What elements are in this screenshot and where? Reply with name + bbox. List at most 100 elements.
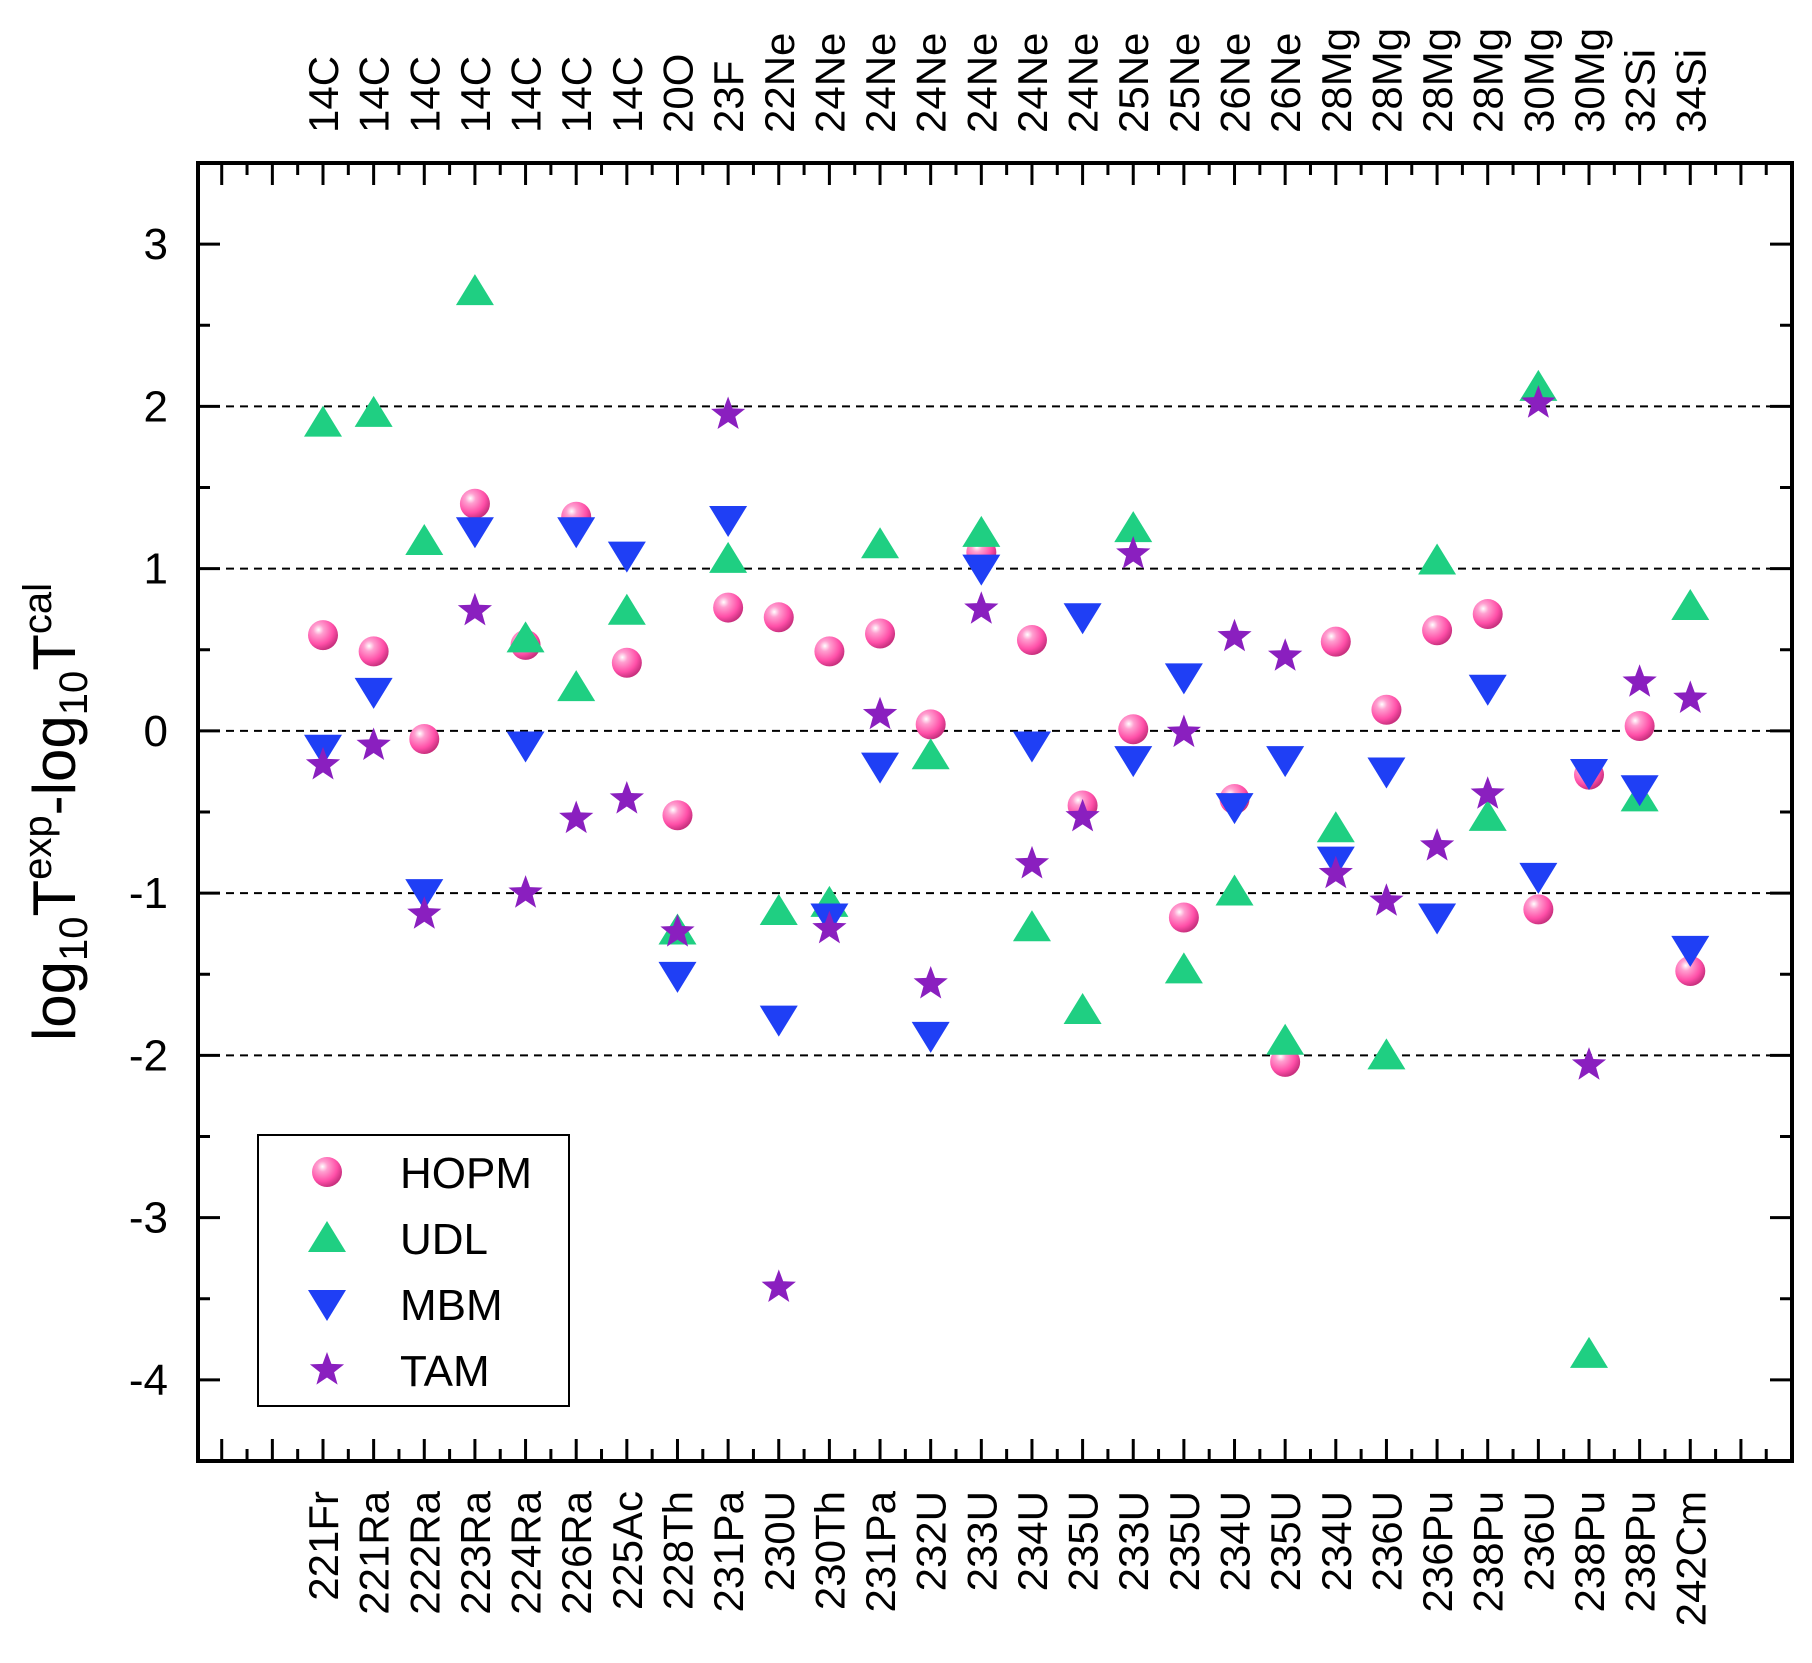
y-axis-title-part: T: [21, 880, 88, 917]
mbm-point: [962, 554, 1001, 586]
hopm-point: [1118, 714, 1149, 745]
top-category-label: 24Ne: [1060, 33, 1107, 133]
series-mbm: [304, 505, 1710, 1053]
tam-point: [609, 781, 644, 814]
legend-udl-label: UDL: [400, 1215, 488, 1264]
top-category-label: 28Mg: [1313, 28, 1360, 133]
top-category-label: 22Ne: [756, 33, 803, 133]
y-axis-title-part: 10: [52, 671, 96, 716]
series-tam: [305, 385, 1708, 1302]
udl-point: [1468, 799, 1507, 831]
tam-point: [1014, 845, 1050, 879]
udl-point: [709, 541, 748, 573]
hopm-point: [1523, 894, 1554, 925]
udl-point: [405, 524, 444, 556]
hopm-point: [409, 723, 440, 754]
bottom-category-label: 236U: [1515, 1491, 1562, 1591]
bottom-category-label: 230Th: [806, 1491, 853, 1610]
mbm-point: [1215, 793, 1254, 825]
udl-point: [1570, 1336, 1608, 1368]
bottom-category-label: 238Pu: [1617, 1491, 1664, 1612]
bottom-category-label: 224Ra: [503, 1490, 550, 1614]
top-category-label: 14C: [351, 56, 398, 133]
tam-point: [913, 966, 948, 999]
mbm-point: [1671, 935, 1710, 967]
top-category-label: 26Ne: [1262, 33, 1309, 133]
top-category-label: 34Si: [1667, 49, 1714, 133]
hopm-point: [915, 709, 946, 740]
top-category-label: 24Ne: [908, 33, 955, 133]
mbm-point: [1468, 674, 1507, 706]
bottom-category-label: 235U: [1161, 1491, 1208, 1591]
top-category-label: 14C: [300, 56, 347, 133]
udl-point: [304, 405, 342, 437]
mbm-point: [1367, 757, 1406, 789]
mbm-point: [658, 961, 697, 993]
hopm-point: [611, 647, 642, 678]
mbm-point: [506, 731, 545, 763]
y-tick-label: -2: [129, 1031, 168, 1080]
y-tick-label: -3: [129, 1194, 168, 1243]
bottom-category-label: 235U: [1060, 1491, 1107, 1591]
y-tick-label: 3: [144, 220, 168, 269]
hopm-point: [662, 800, 693, 831]
udl-point: [1671, 588, 1710, 620]
tam-point: [812, 910, 847, 944]
hopm-point: [1472, 599, 1503, 630]
mbm-point: [1164, 663, 1203, 695]
tam-point: [711, 396, 746, 429]
tam-point: [964, 591, 999, 624]
bottom-category-label: 228Th: [654, 1491, 701, 1610]
y-tick-label: 1: [144, 545, 168, 594]
hopm-point: [358, 636, 389, 667]
hopm-point: [308, 620, 338, 651]
mbm-point: [861, 752, 900, 784]
bottom-category-label: 232U: [908, 1491, 955, 1591]
tam-point: [1521, 385, 1556, 418]
mbm-point: [1012, 731, 1051, 763]
top-category-label: 25Ne: [1110, 33, 1157, 133]
tam-point: [1217, 618, 1252, 652]
bottom-category-label: 225Ac: [604, 1491, 651, 1610]
hopm-point: [1016, 625, 1047, 656]
tam-point: [1470, 776, 1505, 809]
bottom-category-label: 234U: [1313, 1491, 1360, 1591]
top-category-label: 24Ne: [857, 33, 904, 133]
hopm-point: [1422, 615, 1453, 646]
top-category-label: 30Mg: [1515, 28, 1562, 133]
axis-ticks: [198, 161, 1792, 1463]
series-hopm: [308, 488, 1706, 1077]
udl-point: [962, 515, 1001, 547]
y-axis-title-part: exp: [16, 815, 60, 880]
top-category-label: 24Ne: [958, 33, 1005, 133]
hopm-point: [814, 636, 845, 667]
bottom-category-label: 238Pu: [1465, 1491, 1512, 1612]
top-category-label: 14C: [604, 56, 651, 133]
mbm-point: [557, 517, 596, 549]
udl-point: [1012, 910, 1051, 942]
tam-point: [660, 914, 695, 947]
udl-point: [1367, 1038, 1406, 1070]
legend-udl-marker: [308, 1221, 346, 1252]
hopm-point: [1624, 711, 1655, 742]
udl-point: [1114, 511, 1153, 543]
tam-point: [1268, 638, 1303, 671]
legend-mbm-marker: [308, 1290, 346, 1321]
series-udl: [304, 274, 1710, 1368]
udl-point: [1164, 952, 1203, 984]
udl-point: [911, 738, 950, 770]
tam-point: [1369, 883, 1404, 916]
bottom-category-label: 234U: [1009, 1491, 1056, 1591]
mbm-point: [405, 879, 444, 911]
legend-hopm-marker: [312, 1157, 342, 1187]
hopm-point: [459, 488, 490, 519]
bottom-category-label: 236Pu: [1414, 1491, 1461, 1612]
top-category-label: 14C: [503, 56, 550, 133]
udl-point: [354, 395, 393, 427]
mbm-point: [1418, 903, 1457, 935]
tam-point: [761, 1269, 796, 1302]
udl-point: [1316, 811, 1355, 843]
top-category-label: 28Mg: [1414, 28, 1461, 133]
legend-tam-label: TAM: [400, 1347, 490, 1396]
